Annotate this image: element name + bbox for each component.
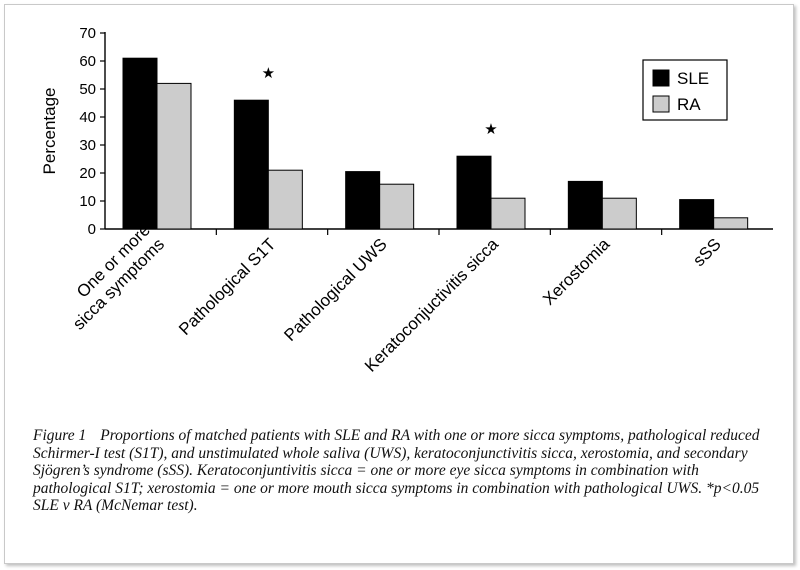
category-label: Pathological UWS — [280, 235, 390, 345]
annotations: ★★ — [262, 64, 498, 138]
bar-ra — [156, 82, 192, 230]
axes: 0 10 20 30 40 50 60 70 — [79, 25, 773, 238]
category-label: sSS — [689, 235, 724, 270]
legend-swatch-ra — [652, 95, 670, 113]
y-tick-label: 40 — [79, 109, 96, 126]
figure-label: Figure 1 — [33, 427, 87, 444]
significance-star: ★ — [262, 64, 275, 82]
y-tick-label: 0 — [88, 221, 96, 238]
bar-ra — [379, 183, 415, 230]
y-tick-label: 60 — [79, 53, 96, 70]
legend: SLE RA — [642, 59, 728, 121]
y-tick-label: 10 — [79, 193, 96, 210]
bar-sle — [233, 99, 269, 230]
y-tick-label: 50 — [79, 81, 96, 98]
y-tick-label: 70 — [79, 25, 96, 42]
figure-frame: 0 10 20 30 40 50 60 70 One or moresicca symptom… — [4, 4, 794, 564]
category-label: Xerostomia — [539, 234, 614, 309]
figure-caption: Figure 1 Proportions of matched patients … — [33, 427, 773, 515]
legend-swatch-sle — [652, 69, 670, 87]
bar-ra — [267, 169, 303, 230]
bar-chart: 0 10 20 30 40 50 60 70 One or moresicca symptom… — [40, 25, 773, 376]
caption-text: Proportions of matched patients with SLE… — [33, 427, 760, 514]
category-labels: One or moresicca symptoms Pathological S1… — [55, 220, 725, 375]
category-label: One or moresicca symptoms — [55, 220, 168, 333]
legend-label-ra: RA — [677, 95, 701, 114]
bars — [122, 57, 749, 230]
y-tick-label: 20 — [79, 165, 96, 182]
bar-sle — [345, 171, 381, 230]
bar-sle — [122, 57, 158, 230]
bar-sle — [456, 155, 492, 230]
category-label: Pathological S1T — [175, 235, 279, 339]
bar-sle — [679, 199, 715, 230]
bar-ra — [713, 217, 749, 230]
bar-ra — [490, 197, 526, 230]
y-axis-label: Percentage — [40, 88, 59, 175]
bar-sle — [567, 180, 603, 230]
bar-ra — [601, 197, 637, 230]
significance-star: ★ — [484, 120, 497, 138]
legend-label-sle: SLE — [677, 69, 709, 88]
y-tick-label: 30 — [79, 137, 96, 154]
